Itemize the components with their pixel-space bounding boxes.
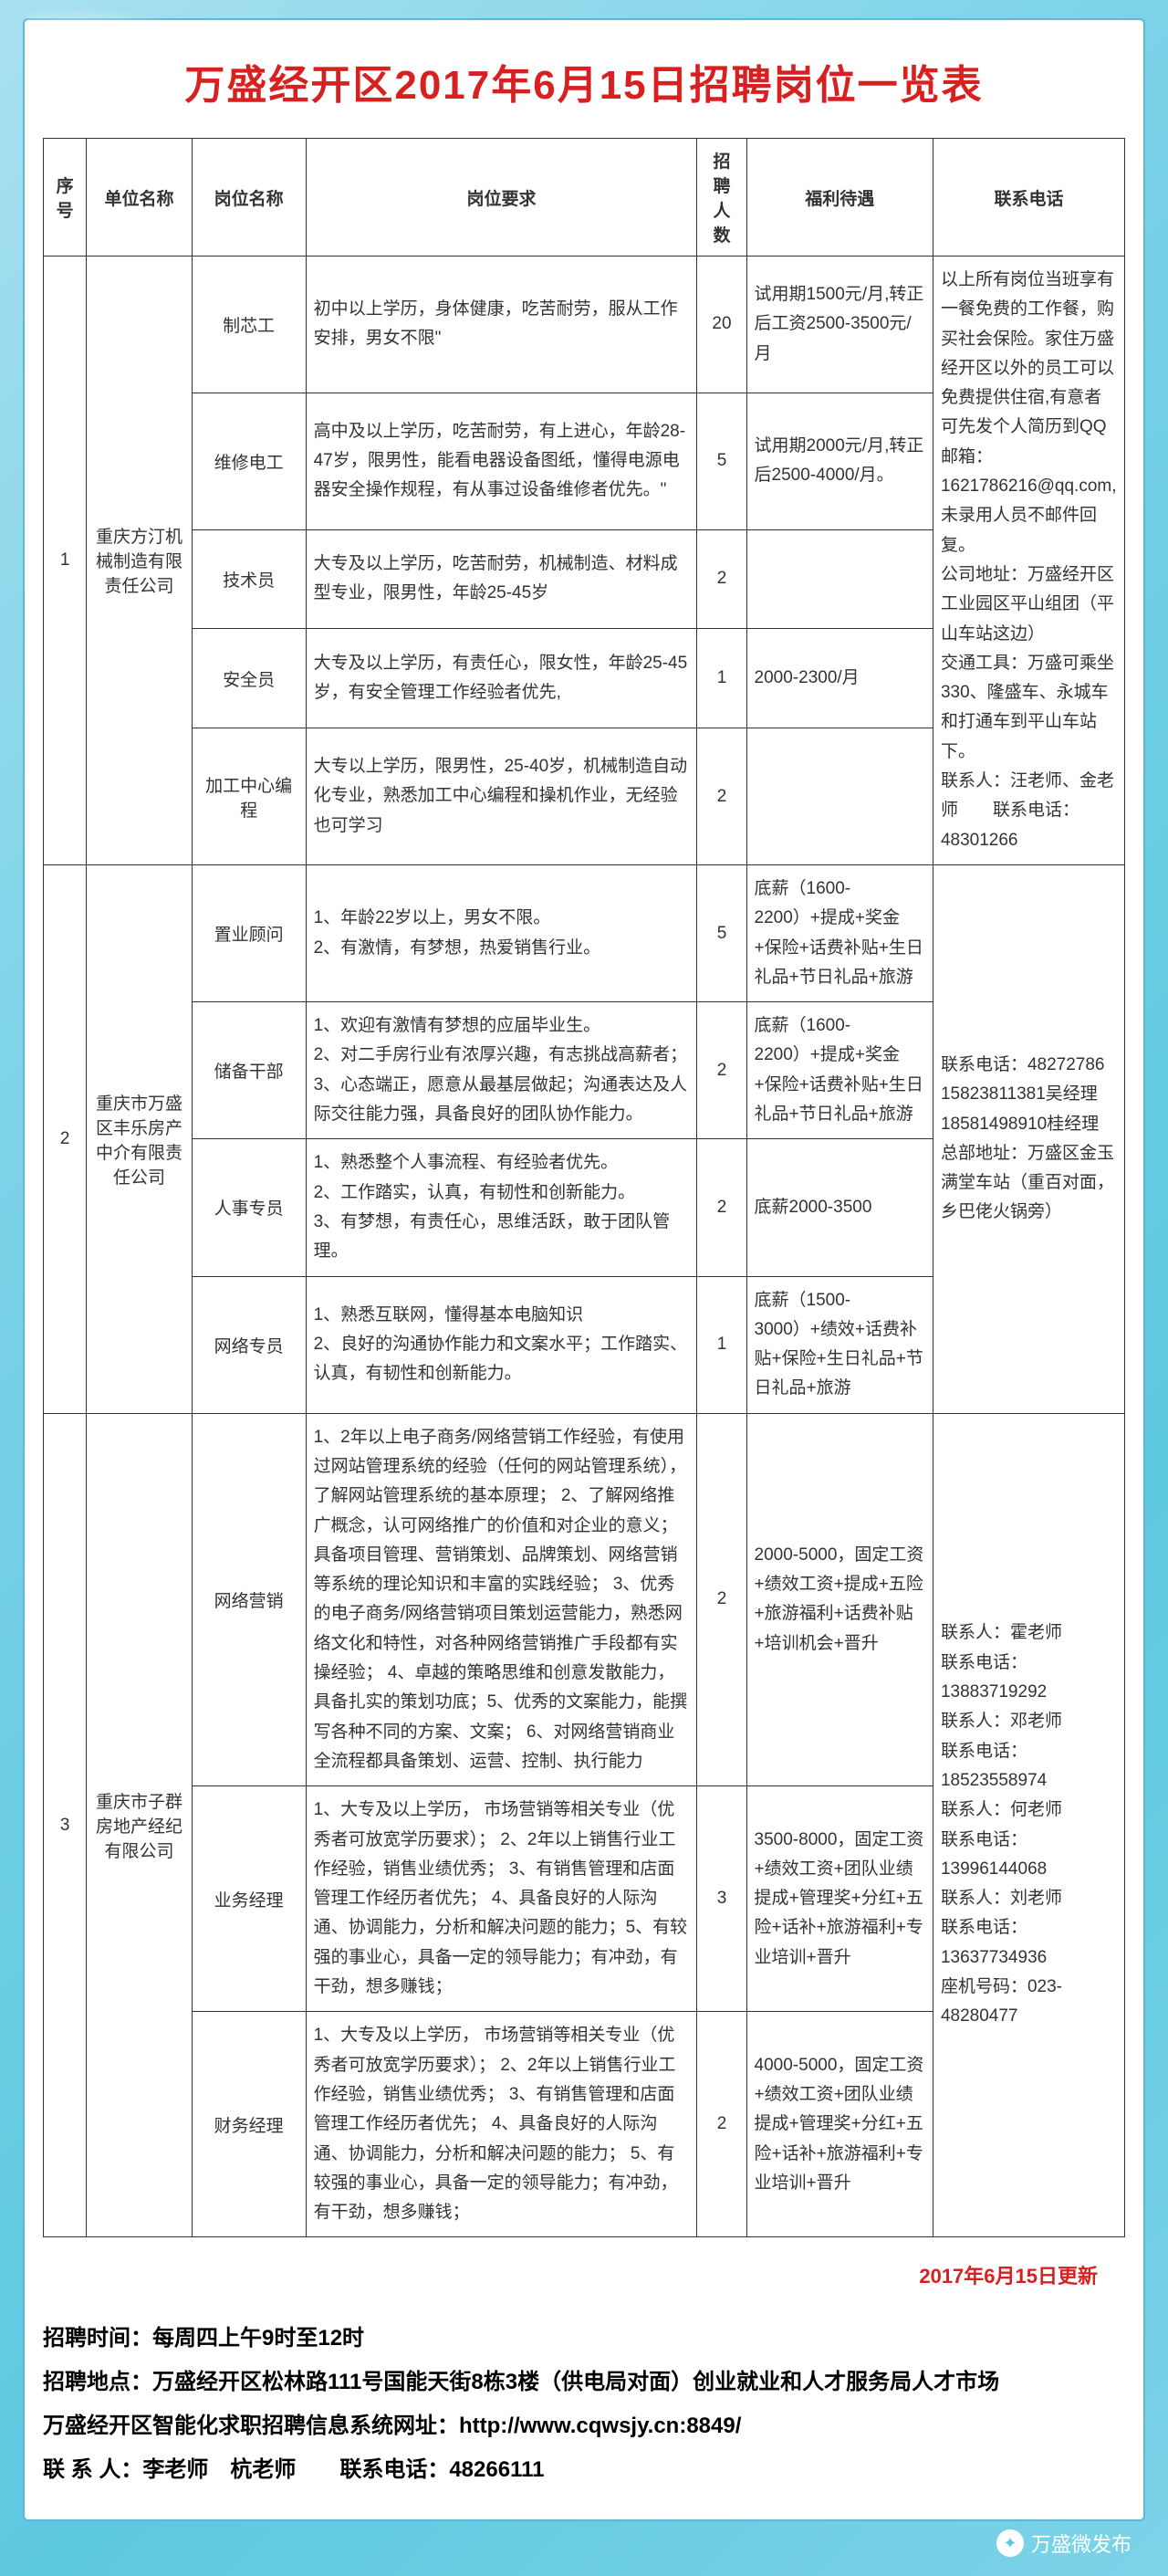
cell-count: 1 [697,629,746,728]
cell-req: 1、熟悉互联网，懂得基本电脑知识2、良好的沟通协作能力和文案水平；工作踏实、认真… [306,1276,697,1413]
cell-benefit: 底薪（1600-2200）+提成+奖金+保险+话费补贴+生日礼品+节日礼品+旅游 [746,864,933,1001]
footer-place: 招聘地点：万盛经开区松林路111号国能天街8栋3楼（供电局对面）创业就业和人才服… [43,2361,1125,2404]
cell-count: 2 [697,2012,746,2237]
cell-req: 1、欢迎有激情有梦想的应届毕业生。2、对二手房行业有浓厚兴趣，有志挑战高薪者；3… [306,1002,697,1139]
cell-benefit: 底薪2000-3500 [746,1139,933,1276]
cell-req: 大专以上学历，限男性，25-40岁，机械制造自动化专业，熟悉加工中心编程和操机作… [306,728,697,865]
cell-req: 1、年龄22岁以上，男女不限。2、有激情，有梦想，热爱销售行业。 [306,864,697,1001]
cell-contact: 以上所有岗位当班享有一餐免费的工作餐，购买社会保险。家住万盛经开区以外的员工可以… [933,257,1124,865]
header-post: 岗位名称 [192,139,306,257]
cell-post: 置业顾问 [192,864,306,1001]
table-row: 1重庆方汀机械制造有限责任公司制芯工初中以上学历，身体健康，吃苦耐劳，服从工作安… [44,257,1125,393]
header-req: 岗位要求 [306,139,697,257]
cell-contact: 联系人：霍老师联系电话：13883719292联系人：邓老师联系电话：18523… [933,1413,1124,2237]
cell-post: 维修电工 [192,393,306,529]
cell-post: 安全员 [192,629,306,728]
wechat-label: 万盛微发布 [1031,2529,1132,2558]
cell-post: 加工中心编程 [192,728,306,865]
footer-info: 招聘时间：每周四上午9时至12时 招聘地点：万盛经开区松林路111号国能天街8栋… [43,2317,1125,2492]
header-seq: 序号 [44,139,87,257]
cell-count: 3 [697,1786,746,2012]
cell-benefit: 4000-5000，固定工资+绩效工资+团队业绩提成+管理奖+分红+五险+话补+… [746,2012,933,2237]
footer-url: 万盛经开区智能化求职招聘信息系统网址：http://www.cqwsjy.cn:… [43,2404,1125,2448]
cell-req: 1、大专及以上学历， 市场营销等相关专业（优秀者可放宽学历要求）； 2、2年以上… [306,2012,697,2237]
cell-company: 重庆市万盛区丰乐房产中介有限责任公司 [87,864,192,1413]
wechat-icon: ✦ [996,2529,1024,2557]
table-row: 2重庆市万盛区丰乐房产中介有限责任公司置业顾问1、年龄22岁以上，男女不限。2、… [44,864,1125,1001]
cell-count: 2 [697,1413,746,1786]
job-table: 序号 单位名称 岗位名称 岗位要求 招聘人数 福利待遇 联系电话 1重庆方汀机械… [43,138,1125,2237]
cell-count: 2 [697,1139,746,1276]
cell-req: 大专及以上学历，吃苦耐劳，机械制造、材料成型专业，限男性，年龄25-45岁 [306,529,697,629]
header-benefit: 福利待遇 [746,139,933,257]
cell-post: 网络专员 [192,1276,306,1413]
cell-benefit: 2000-5000，固定工资+绩效工资+提成+五险+旅游福利+话费补贴+培训机会… [746,1413,933,1786]
table-header-row: 序号 单位名称 岗位名称 岗位要求 招聘人数 福利待遇 联系电话 [44,139,1125,257]
cell-req: 初中以上学历，身体健康，吃苦耐劳，服从工作安排，男女不限" [306,257,697,393]
cell-count: 2 [697,529,746,629]
cell-count: 5 [697,864,746,1001]
cell-benefit [746,529,933,629]
cell-company: 重庆方汀机械制造有限责任公司 [87,257,192,865]
cell-count: 1 [697,1276,746,1413]
cell-benefit [746,728,933,865]
cell-post: 人事专员 [192,1139,306,1276]
cell-post: 网络营销 [192,1413,306,1786]
cell-seq: 3 [44,1413,87,2237]
cell-req: 1、2年以上电子商务/网络营销工作经验，有使用过网站管理系统的经验（任何的网站管… [306,1413,697,1786]
cell-req: 高中及以上学历，吃苦耐劳，有上进心，年龄28-47岁，限男性，能看电器设备图纸，… [306,393,697,529]
cell-post: 技术员 [192,529,306,629]
cell-benefit: 底薪（1500-3000）+绩效+话费补贴+保险+生日礼品+节日礼品+旅游 [746,1276,933,1413]
cell-seq: 1 [44,257,87,865]
cell-benefit: 试用期1500元/月,转正后工资2500-3500元/月 [746,257,933,393]
cell-benefit: 3500-8000，固定工资+绩效工资+团队业绩提成+管理奖+分红+五险+话补+… [746,1786,933,2012]
wechat-tag: ✦ 万盛微发布 [996,2529,1132,2558]
cell-company: 重庆市子群房地产经纪有限公司 [87,1413,192,2237]
cell-contact: 联系电话：4827278615823811381吴经理18581498910桂经… [933,864,1124,1413]
cell-seq: 2 [44,864,87,1413]
update-note: 2017年6月15日更新 [43,2260,1098,2289]
header-company: 单位名称 [87,139,192,257]
table-row: 3重庆市子群房地产经纪有限公司网络营销1、2年以上电子商务/网络营销工作经验，有… [44,1413,1125,1786]
cell-post: 储备干部 [192,1002,306,1139]
cell-post: 制芯工 [192,257,306,393]
content-panel: 万盛经开区2017年6月15日招聘岗位一览表 序号 单位名称 岗位名称 岗位要求… [23,18,1145,2521]
cell-count: 5 [697,393,746,529]
cell-post: 业务经理 [192,1786,306,2012]
cell-benefit: 底薪（1600-2200）+提成+奖金+保险+话费补贴+生日礼品+节日礼品+旅游 [746,1002,933,1139]
header-contact: 联系电话 [933,139,1124,257]
cell-req: 1、熟悉整个人事流程、有经验者优先。2、工作踏实，认真，有韧性和创新能力。3、有… [306,1139,697,1276]
cell-count: 20 [697,257,746,393]
cell-benefit: 2000-2300/月 [746,629,933,728]
cell-benefit: 试用期2000元/月,转正后2500-4000/月。 [746,393,933,529]
poster-frame: 万盛经开区2017年6月15日招聘岗位一览表 序号 单位名称 岗位名称 岗位要求… [0,0,1168,2576]
cell-count: 2 [697,1002,746,1139]
cell-count: 2 [697,728,746,865]
footer-contact: 联 系 人：李老师 杭老师 联系电话：48266111 [43,2448,1125,2492]
page-title: 万盛经开区2017年6月15日招聘岗位一览表 [43,52,1125,110]
header-count: 招聘人数 [697,139,746,257]
cell-req: 大专及以上学历，有责任心，限女性，年龄25-45岁，有安全管理工作经验者优先, [306,629,697,728]
footer-time: 招聘时间：每周四上午9时至12时 [43,2317,1125,2361]
cell-req: 1、大专及以上学历， 市场营销等相关专业（优秀者可放宽学历要求）； 2、2年以上… [306,1786,697,2012]
cell-post: 财务经理 [192,2012,306,2237]
